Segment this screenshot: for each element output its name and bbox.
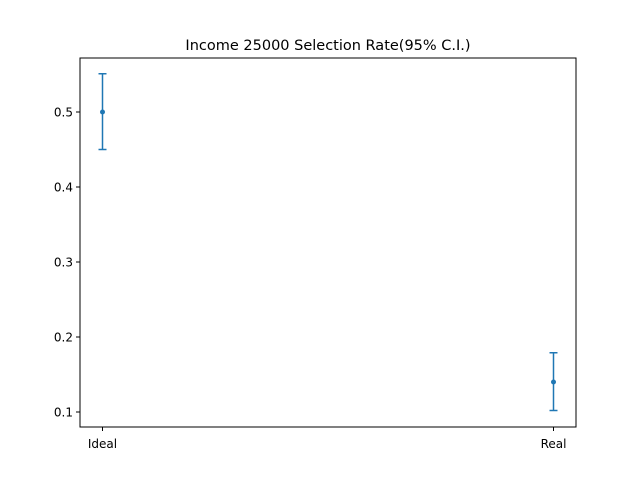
plot-frame bbox=[79, 57, 577, 428]
y-tick-label: 0.5 bbox=[54, 106, 73, 120]
y-tick-label: 0.3 bbox=[54, 256, 73, 270]
data-point-real bbox=[551, 379, 556, 385]
x-tick-label-ideal: Ideal bbox=[88, 437, 117, 451]
x-tick-label-real: Real bbox=[541, 437, 567, 451]
chart-title: Income 25000 Selection Rate(95% C.I.) bbox=[185, 38, 470, 54]
data-point-ideal bbox=[100, 109, 105, 115]
plot-marks bbox=[98, 73, 558, 412]
axis-ticks: Ideal Real 0.1 0.2 0.3 0.4 0.5 bbox=[54, 106, 567, 452]
y-tick-label: 0.1 bbox=[54, 406, 73, 420]
y-tick-label: 0.2 bbox=[54, 331, 73, 345]
y-tick-label: 0.4 bbox=[54, 181, 73, 195]
